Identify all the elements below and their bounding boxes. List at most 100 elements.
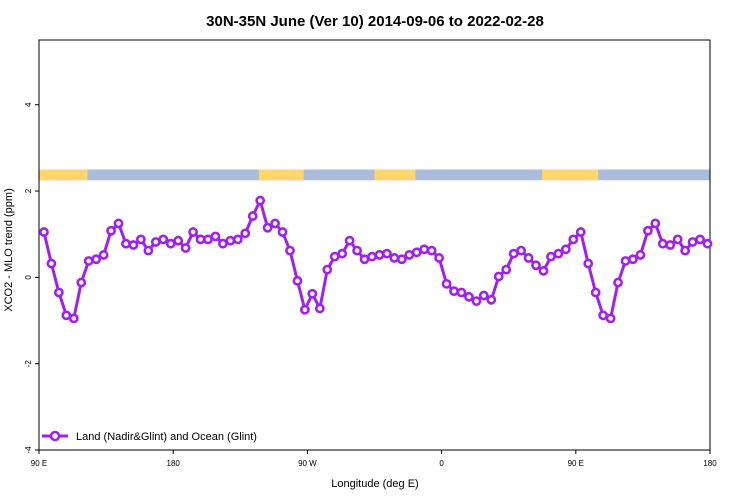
data-point: [143, 245, 154, 256]
data-point: [203, 234, 213, 245]
land-band-segment: [542, 169, 599, 181]
data-point: [270, 218, 280, 229]
data-point: [225, 235, 236, 246]
data-point: [255, 195, 266, 206]
data-point: [516, 245, 527, 256]
data-point: [61, 310, 72, 321]
data-point: [150, 237, 161, 247]
data-point: [322, 264, 333, 275]
chart-title: 30N-35N June (Ver 10) 2014-09-06 to 2022…: [206, 13, 544, 30]
data-point: [523, 253, 534, 263]
data-point: [657, 238, 668, 249]
x-tick-label: 180: [167, 459, 181, 468]
data-point: [337, 248, 348, 259]
data-point: [464, 291, 474, 302]
data-point: [210, 231, 221, 242]
data-point: [404, 250, 415, 260]
data-point: [538, 265, 549, 276]
data-point: [277, 227, 288, 237]
data-point: [128, 240, 139, 250]
data-point: [188, 227, 198, 237]
data-point: [531, 260, 541, 271]
data-point: [628, 254, 638, 265]
data-point: [165, 238, 176, 249]
land-band-segment: [258, 169, 304, 181]
data-point: [419, 244, 430, 255]
data-point: [583, 258, 594, 269]
x-axis-label: Longitude (deg E): [331, 478, 418, 490]
y-tick-label: 0: [24, 275, 33, 280]
data-point: [605, 313, 616, 324]
data-point: [83, 256, 94, 266]
data-point: [508, 248, 519, 259]
data-point: [590, 287, 601, 298]
data-point: [314, 303, 325, 314]
data-point: [232, 234, 243, 245]
data-point: [546, 251, 556, 262]
y-axis: -4 -2 0 2 4: [24, 102, 39, 454]
data-point: [53, 287, 64, 298]
data-point: [307, 288, 318, 299]
data-point: [76, 277, 87, 288]
data-point: [158, 234, 169, 245]
data-point: [553, 248, 564, 259]
y-tick-label: 4: [24, 102, 33, 107]
data-point: [247, 211, 258, 221]
data-point: [329, 251, 340, 262]
data-point: [434, 253, 445, 263]
data-point: [449, 286, 459, 297]
x-tick-label: 90 W: [298, 459, 317, 468]
data-point: [493, 271, 504, 282]
y-tick-label: -2: [24, 360, 33, 368]
data-point: [180, 243, 191, 253]
data-point: [121, 238, 131, 249]
data-point: [135, 234, 146, 245]
data-point: [240, 228, 251, 239]
land-ocean-band: [39, 169, 710, 181]
x-tick-label: 180: [703, 459, 717, 468]
data-point: [680, 245, 691, 256]
x-tick-label: 90 E: [31, 459, 47, 468]
data-point: [613, 277, 623, 288]
data-point: [300, 304, 310, 315]
data-point: [352, 245, 363, 256]
data-point: [471, 296, 482, 307]
data-point: [367, 251, 377, 262]
data-point: [113, 218, 124, 229]
data-point: [598, 310, 609, 321]
y-axis-label: XCO2 - MLO trend (ppm): [3, 188, 15, 311]
data-point: [441, 278, 452, 289]
data-point: [389, 253, 400, 263]
data-point: [620, 256, 631, 266]
series-points: [39, 195, 713, 324]
data-point: [39, 227, 49, 237]
x-tick-label: 90 E: [568, 459, 584, 468]
data-point: [501, 264, 512, 275]
land-band-segment: [39, 169, 88, 181]
land-band-segment: [374, 169, 416, 181]
data-point: [695, 234, 705, 245]
data-point: [702, 238, 713, 249]
data-point: [374, 250, 385, 260]
data-point: [396, 254, 407, 265]
data-point: [195, 234, 206, 245]
data-point: [672, 234, 683, 245]
data-point: [91, 254, 102, 265]
legend: Land (Nadir&Glint) and Ocean (Glint): [42, 430, 257, 443]
data-point: [218, 238, 228, 249]
legend-label: Land (Nadir&Glint) and Ocean (Glint): [76, 431, 257, 443]
plot-frame: [38, 39, 711, 451]
data-point: [344, 235, 355, 246]
data-point: [650, 218, 661, 229]
data-point: [560, 244, 571, 255]
data-point: [262, 222, 273, 233]
data-point: [568, 234, 579, 245]
data-point: [46, 258, 57, 269]
legend-marker-swatch: [49, 430, 61, 442]
data-point: [426, 245, 437, 256]
data-point: [106, 225, 116, 236]
x-axis: 90 E 180 90 W 0 90 E 180: [31, 450, 717, 468]
data-point: [456, 287, 467, 298]
data-point: [635, 250, 646, 260]
